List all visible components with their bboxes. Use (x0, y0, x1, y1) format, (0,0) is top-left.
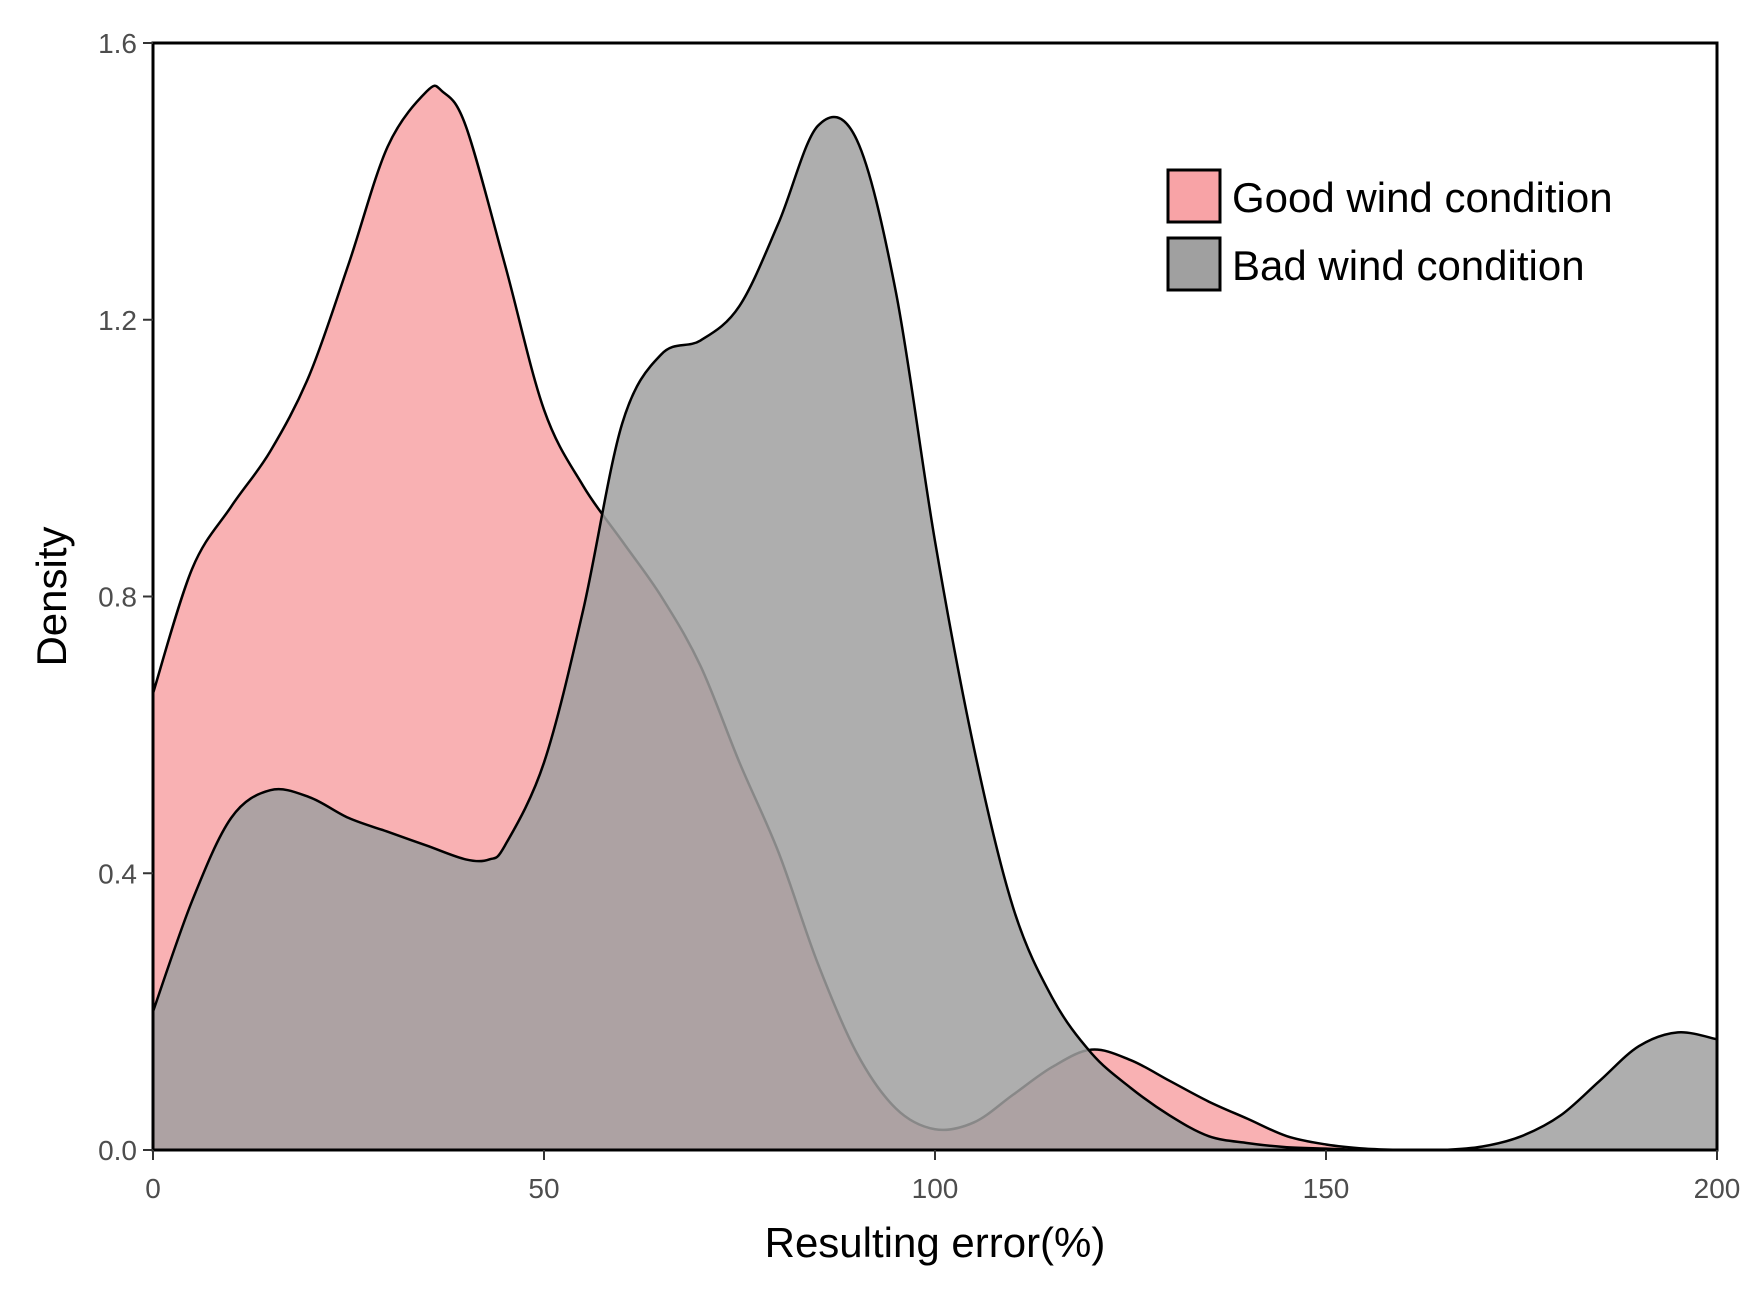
y-axis-title: Density (28, 526, 75, 666)
legend-key-good-wind-condition (1166, 168, 1222, 224)
axis-ticks: 0 50 100 150 200 0.0 0.4 0.8 1.2 1.6 (98, 28, 1740, 1204)
x-tick-label: 100 (912, 1173, 959, 1204)
y-tick-label: 1.2 (98, 305, 137, 336)
y-tick-label: 0.8 (98, 582, 137, 613)
legend-label-good-wind-condition: Good wind condition (1232, 174, 1613, 221)
legend-label-bad-wind-condition: Bad wind condition (1232, 242, 1585, 289)
legend: Good wind condition Bad wind condition (1166, 168, 1613, 292)
density-area-bad-wind-condition (153, 116, 1717, 1151)
x-tick-label: 200 (1694, 1173, 1741, 1204)
x-tick-label: 50 (528, 1173, 559, 1204)
y-tick-label: 0.4 (98, 858, 137, 889)
x-axis-title: Resulting error(%) (765, 1219, 1106, 1266)
legend-key-bad-wind-condition (1166, 236, 1222, 292)
y-tick-label: 1.6 (98, 28, 137, 59)
x-tick-label: 150 (1303, 1173, 1350, 1204)
x-tick-label: 0 (145, 1173, 161, 1204)
y-tick-label: 0.0 (98, 1135, 137, 1166)
